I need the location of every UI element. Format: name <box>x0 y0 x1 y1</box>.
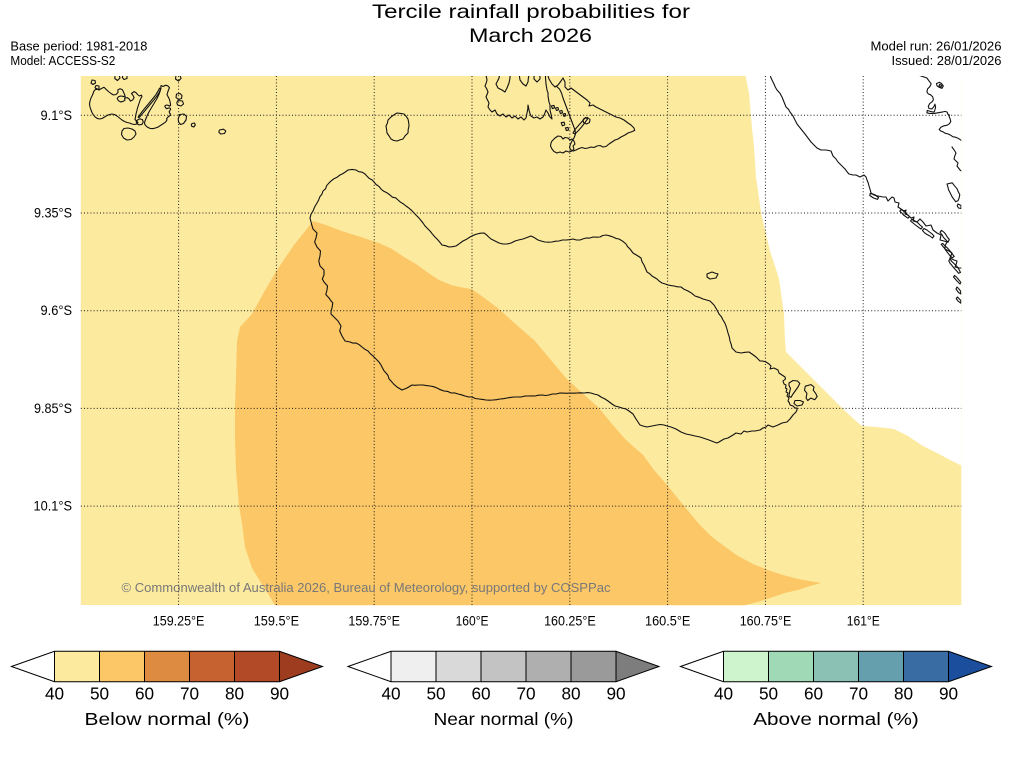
svg-text:9.35°S: 9.35°S <box>34 206 72 221</box>
svg-text:160°E: 160°E <box>456 614 489 629</box>
svg-text:Issued: 28/01/2026: Issued: 28/01/2026 <box>892 53 1002 68</box>
svg-text:159.25°E: 159.25°E <box>153 614 205 629</box>
svg-text:60: 60 <box>804 683 823 703</box>
svg-text:9.1°S: 9.1°S <box>41 108 73 123</box>
svg-text:80: 80 <box>561 683 580 703</box>
svg-text:Below normal (%): Below normal (%) <box>85 709 250 729</box>
svg-text:90: 90 <box>606 683 625 703</box>
svg-text:70: 70 <box>516 683 535 703</box>
svg-text:160.75°E: 160.75°E <box>740 614 792 629</box>
svg-text:40: 40 <box>45 683 64 703</box>
svg-text:10.1°S: 10.1°S <box>34 499 73 514</box>
svg-text:Model: ACCESS-S2: Model: ACCESS-S2 <box>10 53 115 68</box>
svg-text:60: 60 <box>135 683 154 703</box>
svg-text:40: 40 <box>714 683 733 703</box>
svg-text:159.75°E: 159.75°E <box>348 614 400 629</box>
svg-text:9.6°S: 9.6°S <box>41 303 73 318</box>
svg-text:50: 50 <box>426 683 445 703</box>
svg-text:Base period: 1981-2018: Base period: 1981-2018 <box>10 38 147 53</box>
svg-text:159.5°E: 159.5°E <box>254 614 299 629</box>
svg-text:90: 90 <box>939 683 958 703</box>
svg-text:Above normal (%): Above normal (%) <box>753 709 919 729</box>
svg-text:Tercile rainfall probabilities: Tercile rainfall probabilities for <box>372 1 691 23</box>
svg-text:© Commonwealth of Australia 20: © Commonwealth of Australia 2026, Bureau… <box>122 580 612 595</box>
svg-text:160.25°E: 160.25°E <box>544 614 596 629</box>
svg-text:70: 70 <box>180 683 199 703</box>
svg-text:161°E: 161°E <box>847 614 880 629</box>
svg-text:70: 70 <box>849 683 868 703</box>
svg-text:80: 80 <box>894 683 913 703</box>
svg-text:9.85°S: 9.85°S <box>34 401 72 416</box>
svg-text:Model run: 26/01/2026: Model run: 26/01/2026 <box>871 38 1002 53</box>
svg-text:Near normal (%): Near normal (%) <box>434 709 574 729</box>
svg-text:80: 80 <box>225 683 244 703</box>
svg-text:160.5°E: 160.5°E <box>645 614 690 629</box>
svg-text:50: 50 <box>759 683 778 703</box>
svg-text:March 2026: March 2026 <box>469 25 592 47</box>
svg-text:50: 50 <box>90 683 109 703</box>
svg-text:60: 60 <box>471 683 490 703</box>
svg-text:90: 90 <box>270 683 289 703</box>
svg-text:40: 40 <box>381 683 400 703</box>
